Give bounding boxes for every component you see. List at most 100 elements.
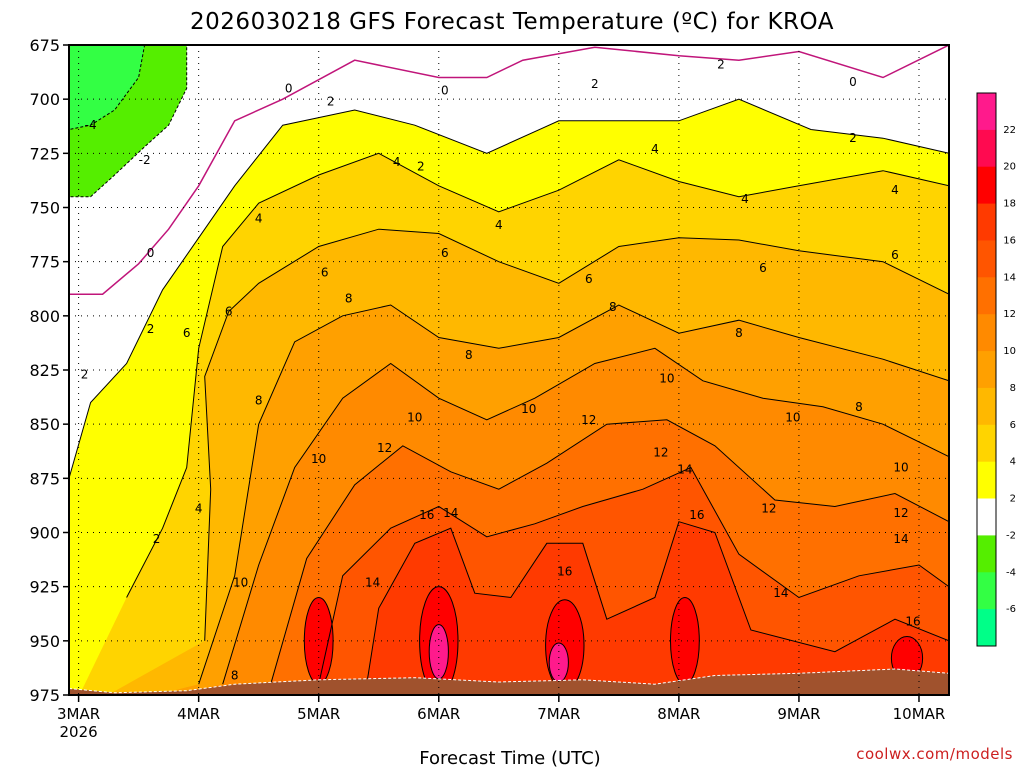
contour-labels: -4 -2 0 0 0 0 2 2 2 2 2 2 2 2 4 4 4 4 4 4 4 6 6 6 6 6 6 6 8 8 8 8 8 8 8 10 1… [81,58,921,683]
contour-label-35: 10 [233,575,248,589]
contour-label-38: 10 [521,402,536,416]
contour-label-23: 6 [321,266,329,280]
colorbar-swatch-18 [977,166,996,205]
contour-label-13: 2 [849,131,857,145]
y-tick-label-700: 700 [29,90,60,109]
isotherm-0 [69,45,949,295]
credit-link[interactable]: coolwx.com/models [856,745,1013,763]
contour-label-52: 16 [419,508,434,522]
isotherm-4 [126,152,949,598]
colorbar-swatch-10 [977,314,996,352]
colorbar-swatch-20 [977,129,996,168]
cold-region-inner [69,45,146,131]
y-tick-label-900: 900 [29,524,60,543]
contour-label-31: 8 [609,300,617,314]
contour-label-10: 2 [417,159,425,173]
contour-label-37: 10 [407,411,422,425]
y-tick-label-775: 775 [29,253,60,272]
ground-surface [69,668,949,695]
x-tick-label-6MAR: 6MAR [417,705,460,723]
colorbar-swatch-14 [977,240,996,278]
contour-label-55: 16 [905,614,920,628]
y-tick-label-800: 800 [29,307,60,326]
y-tick-label-725: 725 [29,144,60,163]
contour-label-21: 6 [183,326,191,340]
colorbar-label-2: 2 [1010,494,1016,505]
colorbar-label-20: 20 [1003,162,1016,173]
colorbar-label--6: -6 [1006,604,1016,615]
contour-label-42: 12 [377,441,392,455]
contour-label-30: 8 [465,348,473,362]
colorbar-swatch--2 [977,498,996,536]
colorbar-swatch-22 [977,93,996,131]
contour-label-22: 6 [225,305,233,319]
colorbar-label-6: 6 [1010,420,1016,431]
contour-label-18: 4 [651,142,659,156]
x-tick-label-3MAR: 3MAR [57,705,100,723]
contour-label-27: 6 [891,248,899,262]
y-tick-label-975: 975 [29,686,60,705]
contour-label-24: 6 [441,246,449,260]
contour-label-12: 2 [717,58,725,72]
y-axis: 675 700 725 750 775 800 825 850 875 900 925 950 975 [29,36,69,705]
isotherm-8 [198,304,949,685]
contour-label-5: 0 [849,75,857,89]
colorbar-label--4: -4 [1006,567,1016,578]
contour-label-49: 14 [677,463,692,477]
contour-label-50: 14 [773,586,788,600]
isotherm-6 [204,228,949,641]
colorbar-label-14: 14 [1003,272,1016,283]
y-tick-label-950: 950 [29,632,60,651]
contour-label-4: 0 [441,84,449,98]
y-tick-label-850: 850 [29,415,60,434]
x-tick-label-9MAR: 9MAR [777,705,820,723]
contour-label-8: 2 [153,532,161,546]
x-tick-label-10MAR: 10MAR [893,705,946,723]
contour-label-14: 4 [195,502,203,516]
contour-label-1: -2 [139,153,151,167]
contour-label-32: 8 [735,326,743,340]
x-axis-label: Forecast Time (UTC) [419,748,600,768]
contour-label-34: 8 [231,669,239,683]
contour-label-26: 6 [759,261,767,275]
x-tick-year: 2026 [60,723,98,741]
contour-label-29: 8 [345,292,353,306]
colorbar-swatch-8 [977,351,996,389]
isotherm-14 [318,466,949,685]
contour-label-16: 4 [393,155,401,169]
x-tick-label-8MAR: 8MAR [657,705,700,723]
colorbar-label-10: 10 [1003,346,1016,357]
colorbar-swatch-2 [977,461,996,500]
contour-label-19: 4 [741,192,749,206]
colorbar-label-22: 22 [1003,125,1016,136]
colorbar-label-8: 8 [1010,383,1016,394]
colorbar-swatch--4 [977,535,996,573]
contour-label-7: 2 [147,322,155,336]
colorbar-label--2: -2 [1006,530,1016,541]
contour-label-6: 2 [81,367,89,381]
colorbar-swatch-4 [977,424,996,463]
y-tick-label-925: 925 [29,578,60,597]
contour-label-11: 2 [591,77,599,91]
contour-label-45: 12 [761,502,776,516]
colorbar-swatch--8 [977,609,996,647]
colorbar-swatch--6 [977,572,996,610]
plot-area [69,45,949,695]
contour-label-43: 12 [581,413,596,427]
x-tick-label-4MAR: 4MAR [177,705,220,723]
contour-label-48: 14 [443,506,458,520]
isotherm-2 [69,98,949,479]
colorbar: 22 20 18 16 14 12 10 8 6 4 2 -2 -4 -6 [976,92,1016,647]
contour-label-20: 4 [891,183,899,197]
contour-label-2: 0 [147,246,155,260]
contour-label-17: 4 [495,218,503,232]
chart-title: 2026030218 GFS Forecast Temperature (ºC)… [190,9,834,35]
contour-label-36: 10 [311,452,326,466]
colorbar-swatch-16 [977,203,996,241]
isotherm-10 [222,347,949,685]
y-tick-label-750: 750 [29,199,60,218]
contour-label-41: 10 [893,461,908,475]
x-tick-label-7MAR: 7MAR [537,705,580,723]
